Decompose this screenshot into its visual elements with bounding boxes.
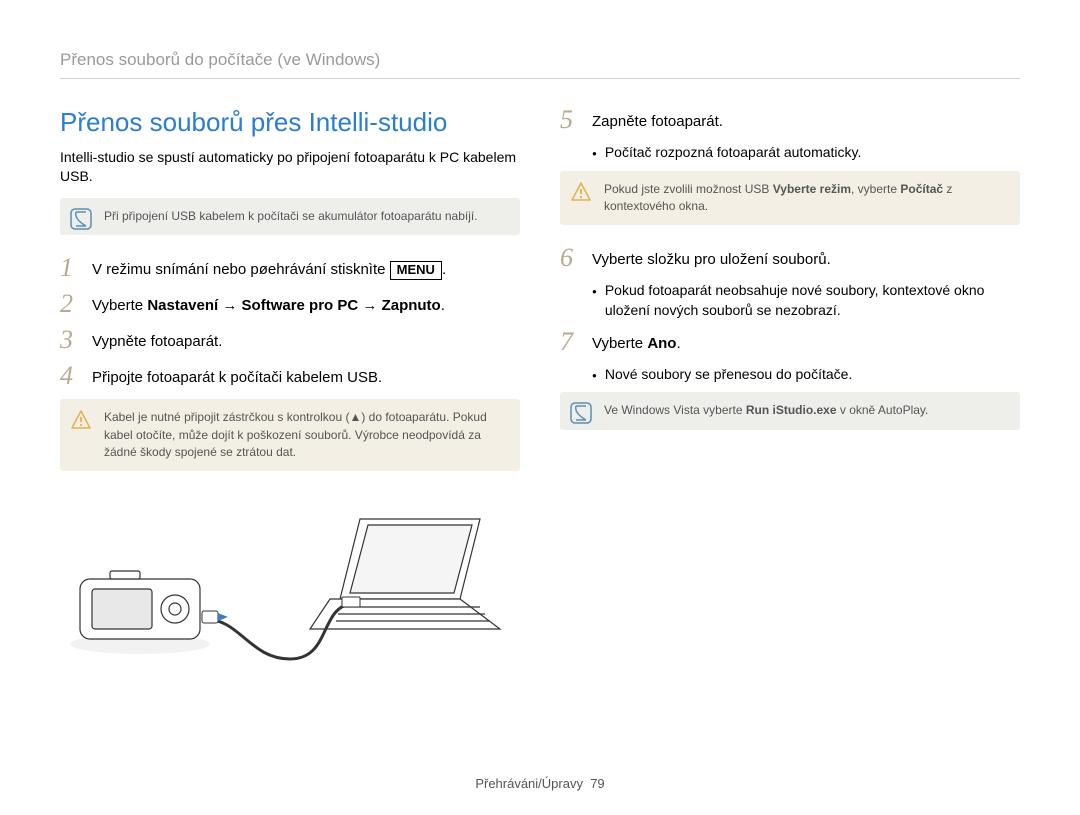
step-text: Vyberte Nastavení → Software pro PC → Za… [92, 291, 445, 316]
step-text-part: Vyberte [92, 297, 147, 314]
right-column: 5 Zapněte fotoaparát. Počítač rozpozná f… [560, 107, 1020, 674]
note-box-vista: Ve Windows Vista vyberte Run iStudio.exe… [560, 392, 1020, 429]
note-bold: Run iStudio.exe [746, 403, 837, 417]
warning-box-usb-mode: Pokud jste zvolili možnost USB Vyberte r… [560, 171, 1020, 226]
connection-illustration [60, 499, 520, 669]
step-text: Vypněte fotoaparát. [92, 327, 222, 352]
bullet-text: Počítač rozpozná fotoaparát automaticky. [605, 143, 862, 163]
step-arrow: → [218, 297, 241, 314]
step-bold: Zapnuto [382, 297, 441, 314]
warn-bold: Vyberte režim [773, 182, 851, 196]
note-box-charging: Při připojení USB kabelem k počítači se … [60, 198, 520, 235]
note-icon [70, 208, 92, 230]
menu-button-label: MENU [390, 261, 442, 280]
warn-part: Pokud jste zvolili možnost USB [604, 182, 773, 196]
step-5: 5 Zapněte fotoaparát. [560, 107, 1020, 133]
step-text-part: Vyberte [592, 335, 647, 352]
bullet-6: Pokud fotoaparát neobsahuje nové soubory… [592, 281, 1020, 320]
note-part: v okně AutoPlay. [837, 403, 929, 417]
footer-section: Přehráváni/Úpravy [475, 776, 583, 791]
step-bold: Nastavení [147, 297, 218, 314]
step-number: 4 [60, 363, 82, 389]
step-number: 2 [60, 291, 82, 317]
step-arrow: → [358, 297, 381, 314]
warning-icon [70, 409, 92, 431]
step-bold: Ano [647, 335, 676, 352]
step-number: 5 [560, 107, 582, 133]
step-number: 3 [60, 327, 82, 353]
step-2: 2 Vyberte Nastavení → Software pro PC → … [60, 291, 520, 317]
bullet-text: Nové soubory se přenesou do počítače. [605, 365, 853, 385]
step-text: Vyberte Ano. [592, 329, 681, 354]
bullet-7: Nové soubory se přenesou do počítače. [592, 365, 1020, 385]
warn-bold: Počítač [900, 182, 943, 196]
left-column: Přenos souborů přes Intelli-studio Intel… [60, 107, 520, 674]
warning-icon [570, 181, 592, 203]
note-part: Ve Windows Vista vyberte [604, 403, 746, 417]
bullet-5: Počítač rozpozná fotoaparát automaticky. [592, 143, 1020, 163]
step-text-part: . [441, 297, 445, 314]
bullet-text: Pokud fotoaparát neobsahuje nové soubory… [605, 281, 1020, 320]
step-text: Připojte fotoaparát k počítači kabelem U… [92, 363, 382, 388]
note-icon [570, 402, 592, 424]
step-number: 6 [560, 245, 582, 271]
step-text-part: . [676, 335, 680, 352]
footer-page-number: 79 [590, 776, 604, 791]
note-text: Při připojení USB kabelem k počítači se … [104, 209, 478, 223]
step-number: 7 [560, 329, 582, 355]
step-4: 4 Připojte fotoaparát k počítači kabelem… [60, 363, 520, 389]
warning-box-cable: Kabel je nutné připojit zástrčkou s kont… [60, 399, 520, 471]
note-text: Ve Windows Vista vyberte Run iStudio.exe… [604, 403, 928, 417]
content-columns: Přenos souborů přes Intelli-studio Intel… [60, 107, 1020, 674]
page-footer: Přehráváni/Úpravy 79 [0, 776, 1080, 791]
step-6: 6 Vyberte složku pro uložení souborů. [560, 245, 1020, 271]
step-text-part: V režimu snímání nebo pøehrávání stisknì… [92, 261, 390, 278]
step-7: 7 Vyberte Ano. [560, 329, 1020, 355]
step-text: V režimu snímání nebo pøehrávání stisknì… [92, 255, 446, 280]
intro-text: Intelli-studio se spustí automaticky po … [60, 148, 520, 186]
step-text: Zapněte fotoaparát. [592, 107, 723, 132]
step-text: Vyberte složku pro uložení souborů. [592, 245, 831, 270]
warning-text: Kabel je nutné připojit zástrčkou s kont… [104, 410, 487, 459]
warn-part: , vyberte [851, 182, 900, 196]
step-text-part: . [442, 261, 446, 278]
step-bold: Software pro PC [242, 297, 359, 314]
warning-text: Pokud jste zvolili možnost USB Vyberte r… [604, 182, 952, 213]
page-title: Přenos souborů přes Intelli-studio [60, 107, 520, 138]
step-number: 1 [60, 255, 82, 281]
breadcrumb: Přenos souborů do počítače (ve Windows) [60, 50, 1020, 79]
step-1: 1 V režimu snímání nebo pøehrávání stisk… [60, 255, 520, 281]
step-3: 3 Vypněte fotoaparát. [60, 327, 520, 353]
